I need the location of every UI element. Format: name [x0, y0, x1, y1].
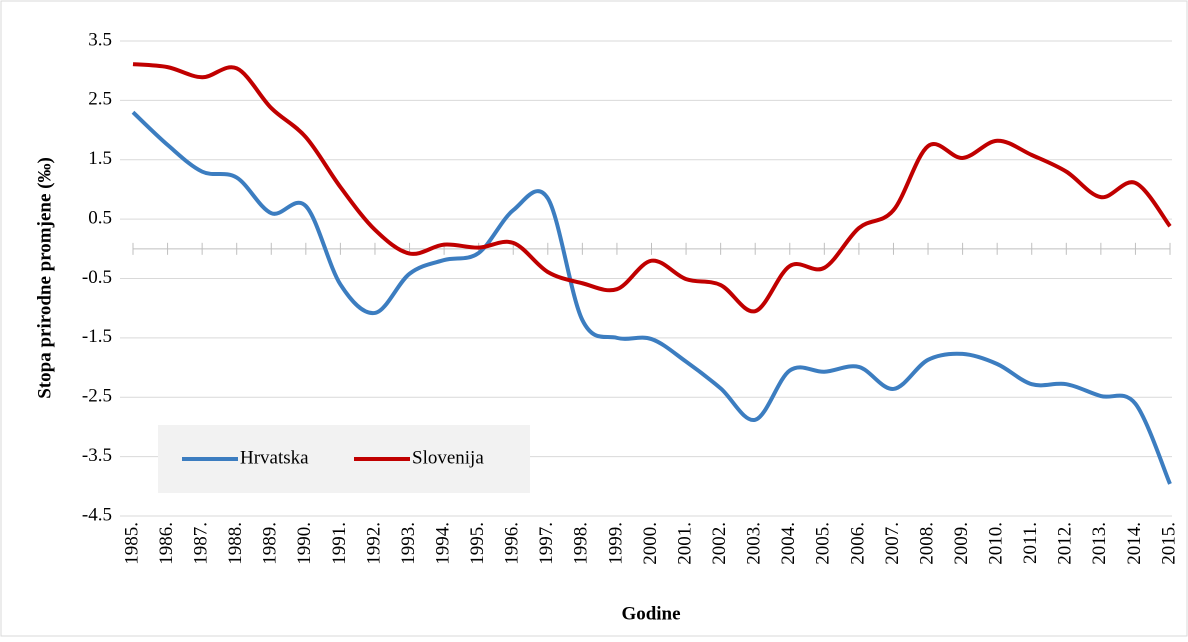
y-tick-label: -0.5 — [82, 267, 112, 288]
line-series — [131, 110, 1172, 485]
x-tick-label: 2013. — [1089, 522, 1110, 565]
y-tick-label: -3.5 — [82, 445, 112, 466]
x-tick-label: 2003. — [744, 522, 765, 565]
x-tick-label: 1990. — [294, 522, 315, 565]
x-tick-label: 1994. — [432, 522, 453, 565]
x-tick-label: 1999. — [605, 522, 626, 565]
legend-label: Slovenija — [412, 447, 484, 468]
x-tick-label: 1991. — [329, 522, 350, 565]
line-series — [132, 62, 1172, 314]
x-tick-label: 2011. — [1020, 522, 1041, 564]
x-tick-label: 2004. — [778, 522, 799, 565]
legend-label: Hrvatska — [240, 447, 309, 468]
y-axis-title: Stopa prirodne promjene (‰) — [34, 157, 55, 399]
y-tick-label: -4.5 — [82, 504, 112, 525]
y-tick-label: -2.5 — [82, 386, 112, 407]
y-tick-label: -1.5 — [82, 326, 112, 347]
x-tick-label: 2005. — [813, 522, 834, 565]
x-tick-label: 2000. — [640, 522, 661, 565]
x-tick-label: 1993. — [398, 522, 419, 565]
x-tick-label: 1998. — [571, 522, 592, 565]
x-tick-label: 1986. — [156, 522, 177, 565]
x-tick-label: 2014. — [1124, 522, 1145, 565]
x-tick-label: 1989. — [260, 522, 281, 565]
x-tick-label: 2012. — [1055, 522, 1076, 565]
x-tick-label: 2006. — [847, 522, 868, 565]
x-tick-label: 2009. — [951, 522, 972, 565]
y-tick-label: 0.5 — [88, 207, 112, 228]
x-tick-label: 2010. — [986, 522, 1007, 565]
x-tick-label: 2007. — [882, 522, 903, 565]
x-tick-label: 1988. — [225, 522, 246, 565]
y-tick-label: 3.5 — [88, 29, 112, 50]
x-axis-title: Godine — [621, 603, 680, 624]
y-tick-label: 2.5 — [88, 89, 112, 110]
x-tick-label: 1987. — [190, 522, 211, 565]
x-tick-label: 2002. — [709, 522, 730, 565]
x-tick-label: 2001. — [674, 522, 695, 565]
y-tick-label: 1.5 — [88, 148, 112, 169]
x-tick-label: 2008. — [916, 522, 937, 565]
x-tick-label: 2015. — [1158, 522, 1179, 565]
x-tick-label: 1995. — [467, 522, 488, 565]
x-tick-label: 1985. — [121, 522, 142, 565]
x-tick-label: 1992. — [363, 522, 384, 565]
x-tick-label: 1996. — [502, 522, 523, 565]
x-tick-label: 1997. — [536, 522, 557, 565]
